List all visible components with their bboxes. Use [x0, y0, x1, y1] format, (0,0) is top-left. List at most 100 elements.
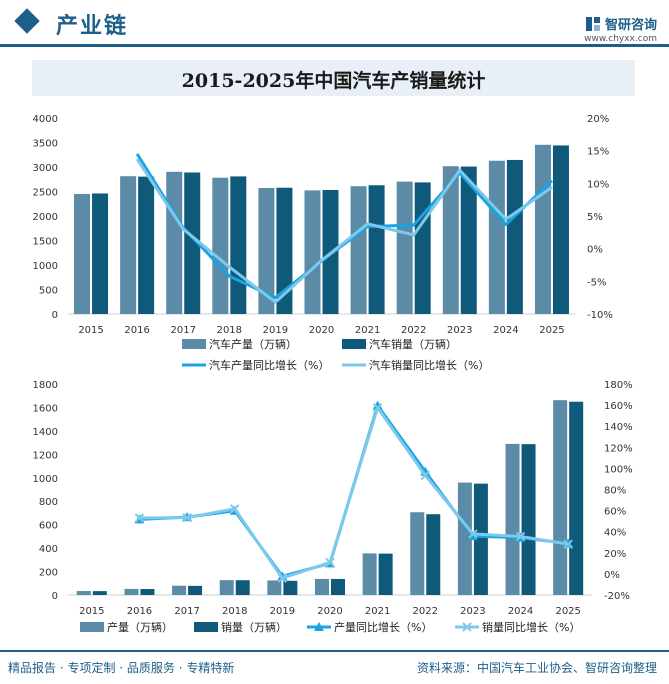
bar-sales [276, 187, 293, 314]
y-right-tick-label: 120% [604, 443, 633, 454]
bar-production [553, 400, 568, 595]
y-right-tick-label: 0% [587, 245, 603, 256]
point-production-growth [467, 531, 478, 541]
x-tick-label: 2023 [447, 325, 472, 336]
point-sales-growth [468, 529, 478, 539]
point-sales-growth [325, 557, 335, 568]
legend-marker-triangle [314, 622, 324, 631]
x-tick-label: 2019 [270, 606, 295, 617]
x-tick-label: 2021 [355, 325, 380, 336]
point-sales-growth [230, 504, 240, 514]
legend-swatch-bar [342, 339, 366, 349]
y-left-tick-label: 1800 [33, 380, 58, 391]
bar-sales [184, 172, 201, 314]
x-tick-label: 2018 [222, 606, 247, 617]
bar-sales [473, 483, 488, 595]
bar-production [457, 482, 472, 595]
bar-production [442, 166, 459, 314]
y-left-tick-label: 0 [52, 310, 58, 321]
bar-production [219, 580, 234, 595]
bar-production [362, 553, 377, 595]
legend-label: 销量同比增长（%） [482, 620, 580, 634]
header-title: 产业链 [56, 14, 129, 39]
y-left-tick-label: 1000 [33, 261, 58, 272]
x-tick-label: 2022 [401, 325, 426, 336]
bar-sales [378, 553, 393, 595]
x-tick-label: 2024 [508, 606, 533, 617]
header-divider [0, 44, 669, 47]
bar-production [124, 588, 139, 595]
x-tick-label: 2019 [263, 325, 288, 336]
bar-sales [138, 176, 155, 314]
bar-production [410, 512, 425, 595]
y-right-tick-label: -10% [587, 310, 613, 321]
bar-production [315, 578, 329, 595]
point-sales-growth [563, 539, 573, 549]
bar-sales [331, 578, 345, 595]
bar-production [534, 144, 551, 314]
legend-label: 汽车产量（万辆） [209, 337, 297, 351]
chart-title-band: 2015-2025年中国汽车产销量统计 [32, 60, 635, 96]
y-left-tick-label: 1200 [33, 450, 58, 461]
y-right-tick-label: 20% [587, 114, 609, 125]
bar-production [350, 186, 367, 314]
point-sales-growth [134, 513, 145, 523]
y-right-tick-label: 180% [604, 380, 633, 391]
footer-source: 资料来源：中国汽车工业协会、智研咨询整理 [416, 661, 657, 675]
y-left-tick-label: 1400 [33, 427, 58, 438]
line-sales-growth [135, 158, 553, 304]
x-tick-label: 2017 [171, 325, 196, 336]
bar-sales [569, 401, 584, 595]
y-left-tick-label: 400 [39, 544, 58, 555]
bar-sales [426, 514, 441, 595]
x-tick-label: 2025 [555, 606, 580, 617]
bar-production [74, 193, 91, 314]
x-tick-label: 2016 [127, 606, 152, 617]
y-left-tick-label: 1600 [33, 403, 58, 414]
y-right-tick-label: 80% [604, 486, 626, 497]
y-left-tick-label: 2500 [33, 188, 58, 199]
bar-production [212, 177, 229, 314]
bar-production [172, 585, 187, 595]
legend-label: 汽车销量（万辆） [369, 337, 457, 351]
point-sales-growth [372, 403, 383, 413]
bar-production [396, 181, 413, 314]
legend-label: 产量同比增长（%） [334, 620, 432, 634]
y-right-tick-label: 0% [604, 570, 620, 581]
point-production-growth [372, 400, 383, 410]
y-right-tick-label: 10% [587, 179, 609, 190]
logo-name: 智研咨询 [604, 18, 657, 33]
bar-sales [414, 182, 431, 314]
bar-production [267, 580, 282, 595]
logo-url: www.chyxx.com [584, 34, 657, 44]
y-left-tick-label: 3500 [33, 139, 58, 150]
y-left-tick-label: 800 [39, 497, 58, 508]
bar-sales [92, 193, 109, 314]
bar-production [505, 443, 520, 595]
footer: 精品报告 · 专项定制 · 品质服务 · 专精特新 资料来源：中国汽车工业协会、… [0, 650, 669, 684]
bar-production [258, 187, 275, 314]
header: 产业链 智研咨询 www.chyxx.com [0, 0, 669, 52]
y-left-tick-label: 1500 [33, 237, 58, 248]
y-right-tick-label: -20% [604, 591, 630, 602]
bar-sales [368, 185, 385, 314]
x-tick-label: 2020 [317, 606, 342, 617]
x-tick-label: 2015 [78, 325, 103, 336]
y-left-tick-label: 2000 [33, 212, 58, 223]
bar-sales [188, 585, 203, 595]
legend-label: 汽车产量同比增长（%） [209, 358, 329, 372]
bar-production [304, 190, 321, 314]
point-sales-growth [182, 512, 192, 523]
y-left-tick-label: 1000 [33, 474, 58, 485]
x-tick-label: 2023 [460, 606, 485, 617]
bar-sales [92, 591, 107, 595]
y-left-tick-label: 3000 [33, 163, 58, 174]
bar-production [76, 591, 91, 595]
y-right-tick-label: -5% [587, 277, 606, 288]
bar-production [166, 171, 183, 314]
bar-sales [230, 176, 247, 314]
y-right-tick-label: 5% [587, 212, 603, 223]
point-sales-growth [515, 531, 526, 542]
legend-label: 销量（万辆） [221, 620, 287, 634]
